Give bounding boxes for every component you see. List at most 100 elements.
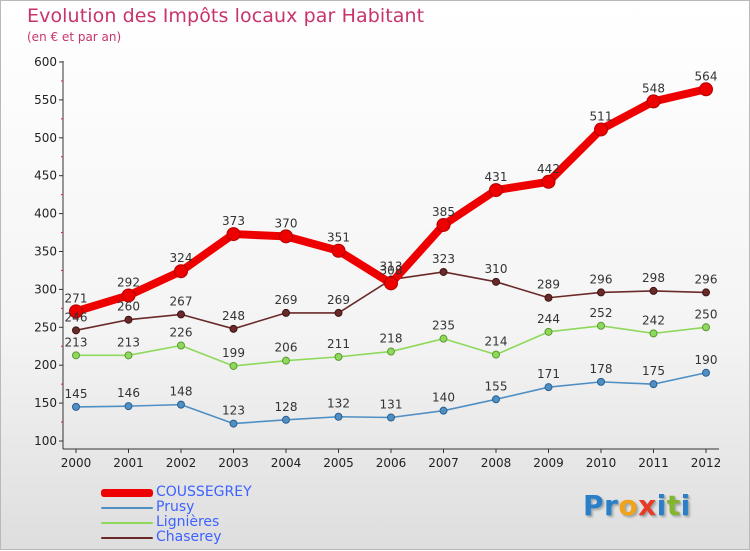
data-label-chaserey: 296 <box>590 272 613 286</box>
legend-item: Lignières <box>101 515 252 530</box>
data-point-chaserey <box>124 315 133 324</box>
data-point-coussegrey <box>541 174 556 189</box>
chart-title: Evolution des Impôts locaux par Habitant <box>27 5 425 27</box>
data-point-coussegrey <box>331 243 346 258</box>
data-label-coussegrey: 292 <box>117 275 140 289</box>
data-label-chaserey: 246 <box>65 310 88 324</box>
data-point-ligni-res <box>649 329 658 338</box>
data-label-ligni-res: 206 <box>275 341 298 355</box>
logo-letter: x <box>638 489 657 522</box>
data-label-ligni-res: 213 <box>65 335 88 349</box>
data-label-chaserey: 310 <box>485 262 508 276</box>
logo-letter: i <box>656 489 667 522</box>
y-tick-label: 500 <box>34 131 57 145</box>
data-point-ligni-res <box>124 351 133 360</box>
data-point-chaserey <box>702 288 710 297</box>
data-label-chaserey: 298 <box>642 271 665 285</box>
data-point-chaserey <box>544 293 553 302</box>
legend: COUSSEGREY Prusy Lignières Chaserey <box>101 485 252 545</box>
logo-letter: P <box>583 489 605 522</box>
data-point-prusy <box>387 413 395 422</box>
data-label-coussegrey: 511 <box>590 109 613 123</box>
data-label-coussegrey: 385 <box>432 205 455 219</box>
data-point-prusy <box>439 406 448 415</box>
data-point-ligni-res <box>597 321 605 330</box>
data-point-prusy <box>229 419 238 428</box>
data-point-ligni-res <box>177 341 185 350</box>
data-label-prusy: 140 <box>432 391 455 405</box>
y-tick-label: 100 <box>34 434 57 448</box>
data-point-prusy <box>124 402 133 411</box>
data-point-coussegrey <box>279 229 293 244</box>
data-label-ligni-res: 244 <box>537 312 560 326</box>
data-label-prusy: 123 <box>222 404 245 418</box>
data-label-prusy: 146 <box>117 386 140 400</box>
data-point-prusy <box>702 368 710 377</box>
data-label-chaserey: 323 <box>432 252 455 266</box>
y-tick-label: 550 <box>34 93 57 107</box>
legend-swatch <box>101 488 153 497</box>
data-point-coussegrey <box>646 94 661 109</box>
data-point-coussegrey <box>594 122 608 137</box>
logo-letter: o <box>618 489 639 522</box>
data-label-coussegrey: 548 <box>642 81 665 95</box>
data-label-coussegrey: 431 <box>485 170 508 184</box>
y-tick-label: 350 <box>34 245 57 259</box>
legend-label: COUSSEGREY <box>156 484 252 500</box>
data-point-prusy <box>492 395 500 404</box>
data-point-ligni-res <box>229 361 238 370</box>
x-tick-label: 2009 <box>533 456 564 470</box>
y-tick-label: 450 <box>34 169 57 183</box>
legend-item: COUSSEGREY <box>101 485 252 500</box>
data-label-prusy: 190 <box>695 353 718 367</box>
data-label-prusy: 145 <box>65 387 88 401</box>
data-label-ligni-res: 213 <box>117 335 140 349</box>
data-label-chaserey: 269 <box>327 293 350 307</box>
data-label-coussegrey: 308 <box>380 263 403 277</box>
data-point-chaserey <box>439 267 448 276</box>
legend-swatch <box>101 506 153 509</box>
data-label-prusy: 148 <box>170 385 193 399</box>
logo-letter: r <box>604 489 619 522</box>
x-tick-label: 2003 <box>218 456 249 470</box>
data-point-chaserey <box>492 277 500 286</box>
legend-label: Chaserey <box>156 529 222 545</box>
x-tick-label: 2002 <box>166 456 197 470</box>
data-label-ligni-res: 242 <box>642 313 665 327</box>
data-label-chaserey: 289 <box>537 278 560 292</box>
data-point-chaserey <box>282 308 290 317</box>
data-label-coussegrey: 442 <box>537 162 560 176</box>
y-tick-label: 250 <box>34 320 57 334</box>
data-point-coussegrey <box>226 227 241 242</box>
x-tick-label: 2011 <box>638 456 669 470</box>
data-point-chaserey <box>72 326 80 335</box>
data-label-chaserey: 267 <box>170 294 193 308</box>
data-point-chaserey <box>177 310 185 319</box>
data-point-prusy <box>597 377 605 386</box>
data-point-ligni-res <box>72 351 80 360</box>
data-point-prusy <box>177 400 185 409</box>
y-tick-label: 300 <box>34 282 57 296</box>
data-point-ligni-res <box>334 352 343 361</box>
data-point-prusy <box>544 383 553 392</box>
x-tick-label: 2005 <box>323 456 354 470</box>
data-point-ligni-res <box>492 350 500 359</box>
data-point-prusy <box>649 380 658 389</box>
data-point-coussegrey <box>436 217 451 232</box>
x-tick-label: 2012 <box>691 456 722 470</box>
y-tick-label: 200 <box>34 358 57 372</box>
data-label-coussegrey: 351 <box>327 231 350 245</box>
data-label-chaserey: 269 <box>275 293 298 307</box>
data-label-coussegrey: 564 <box>695 69 718 83</box>
legend-swatch <box>101 536 153 539</box>
data-label-ligni-res: 252 <box>590 306 613 320</box>
data-point-coussegrey <box>121 288 136 303</box>
data-point-coussegrey <box>69 304 83 319</box>
x-tick-label: 2008 <box>481 456 512 470</box>
data-label-ligni-res: 199 <box>222 346 245 360</box>
data-point-coussegrey <box>174 264 188 279</box>
y-tick-label: 600 <box>34 55 57 69</box>
data-label-chaserey: 313 <box>380 260 403 274</box>
data-label-ligni-res: 214 <box>485 335 508 349</box>
